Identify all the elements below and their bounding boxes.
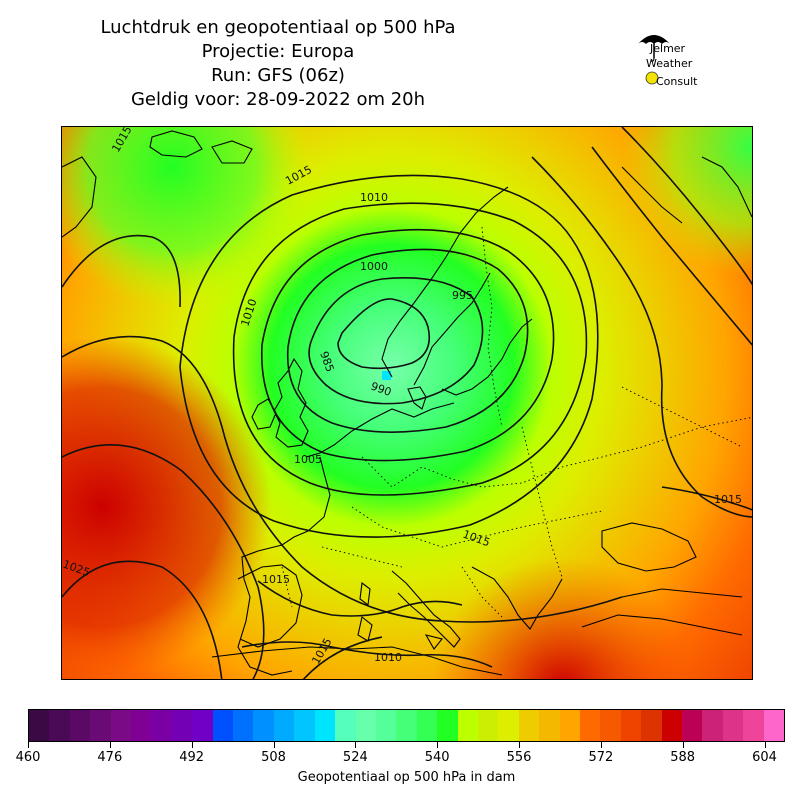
colorbar-tick-label: 492 (179, 750, 205, 765)
colorbar-swatch (437, 710, 458, 741)
coastlines (62, 130, 752, 676)
title-line-3: Run: GFS (06z) (211, 65, 345, 86)
colorbar-swatch (253, 710, 274, 741)
colorbar-tick-label: 588 (670, 750, 696, 765)
colorbar-swatch (702, 710, 723, 741)
colorbar-swatch (314, 710, 336, 741)
isobars (62, 127, 752, 679)
colorbar-swatch (171, 710, 193, 741)
colorbar-swatch (233, 710, 254, 741)
colorbar-swatch (641, 710, 662, 741)
colorbar-swatch (682, 710, 703, 741)
colorbar-swatch (539, 710, 560, 741)
isobar-label: 1010 (374, 651, 402, 664)
logo-text-2: Weather (646, 57, 693, 70)
colorbar-tick (682, 742, 684, 748)
colorbar-tick-label: 572 (588, 750, 614, 765)
colorbar-tick (519, 742, 521, 748)
colorbar-swatch (396, 710, 417, 741)
colorbar-tick-label: 540 (424, 750, 450, 765)
colorbar-swatch (90, 710, 111, 741)
colorbar-swatch (763, 710, 785, 741)
colorbar-swatch (722, 710, 744, 741)
colorbar-swatch (457, 710, 478, 741)
colorbar (28, 709, 785, 742)
colorbar-swatch (416, 710, 438, 741)
colorbar-swatch (498, 710, 519, 741)
colorbar-swatch (294, 710, 315, 741)
colorbar-swatch (600, 710, 621, 741)
colorbar-swatch (192, 710, 213, 741)
isobar-label: 1000 (360, 260, 388, 273)
colorbar-swatch (477, 710, 499, 741)
colorbar-swatch (559, 710, 580, 741)
colorbar-swatch (661, 710, 682, 741)
colorbar-swatch (375, 710, 397, 741)
geopotential-map: 1015 1010 1000 995 985 990 1005 1010 101… (62, 127, 752, 679)
isobar-label: 995 (452, 289, 473, 302)
colorbar-swatch (110, 710, 132, 741)
isobar-label: 1010 (360, 191, 388, 204)
colorbar-tick (191, 742, 193, 748)
colorbar-tick (437, 742, 439, 748)
colorbar-swatch (69, 710, 91, 741)
colorbar-swatch (29, 710, 50, 741)
chart-title: Luchtdruk en geopotentiaal op 500 hPa Pr… (40, 16, 516, 112)
colorbar-tick-label: 508 (261, 750, 286, 765)
colorbar-swatch (518, 710, 540, 741)
country-borders (281, 226, 752, 618)
isobar-label: 1015 (262, 573, 290, 586)
low-minimum-marker (382, 371, 391, 380)
colorbar-tick-label: 604 (752, 750, 777, 765)
colorbar-tick (109, 742, 111, 748)
isobar-label: 1015 (714, 493, 742, 506)
colorbar-swatch (131, 710, 152, 741)
colorbar-tick (764, 742, 766, 748)
colorbar-swatch (335, 710, 356, 741)
colorbar-tick-label: 556 (506, 750, 532, 765)
colorbar-tick (273, 742, 275, 748)
colorbar-swatch (273, 710, 295, 741)
title-line-4: Geldig voor: 28-09-2022 om 20h (130, 89, 426, 110)
logo: Jelmer Weather Consult (632, 28, 712, 94)
title-line-2: Projectie: Europa (201, 41, 355, 62)
colorbar-swatch (579, 710, 601, 741)
colorbar-tick (600, 742, 602, 748)
colorbar-swatch (743, 710, 764, 741)
title-line-1: Luchtdruk en geopotentiaal op 500 hPa (100, 17, 456, 38)
logo-text-3: Consult (656, 75, 698, 88)
colorbar-tick-label: 524 (342, 750, 368, 765)
colorbar-swatch (620, 710, 642, 741)
colorbar-swatch (151, 710, 172, 741)
umbrella-icon (638, 35, 670, 62)
colorbar-label: Geopotentiaal op 500 hPa in dam (297, 770, 516, 785)
colorbar-swatch (212, 710, 234, 741)
colorbar-tick (355, 742, 357, 748)
logo-text-1: Jelmer (650, 42, 686, 55)
colorbar-swatch (355, 710, 376, 741)
colorbar-tick-label: 460 (15, 750, 41, 765)
isobar-label: 1005 (294, 453, 322, 466)
colorbar-swatch (49, 710, 70, 741)
colorbar-tick (28, 742, 29, 748)
map-panel: 1015 1010 1000 995 985 990 1005 1010 101… (61, 126, 753, 680)
colorbar-tick-label: 476 (97, 750, 123, 765)
